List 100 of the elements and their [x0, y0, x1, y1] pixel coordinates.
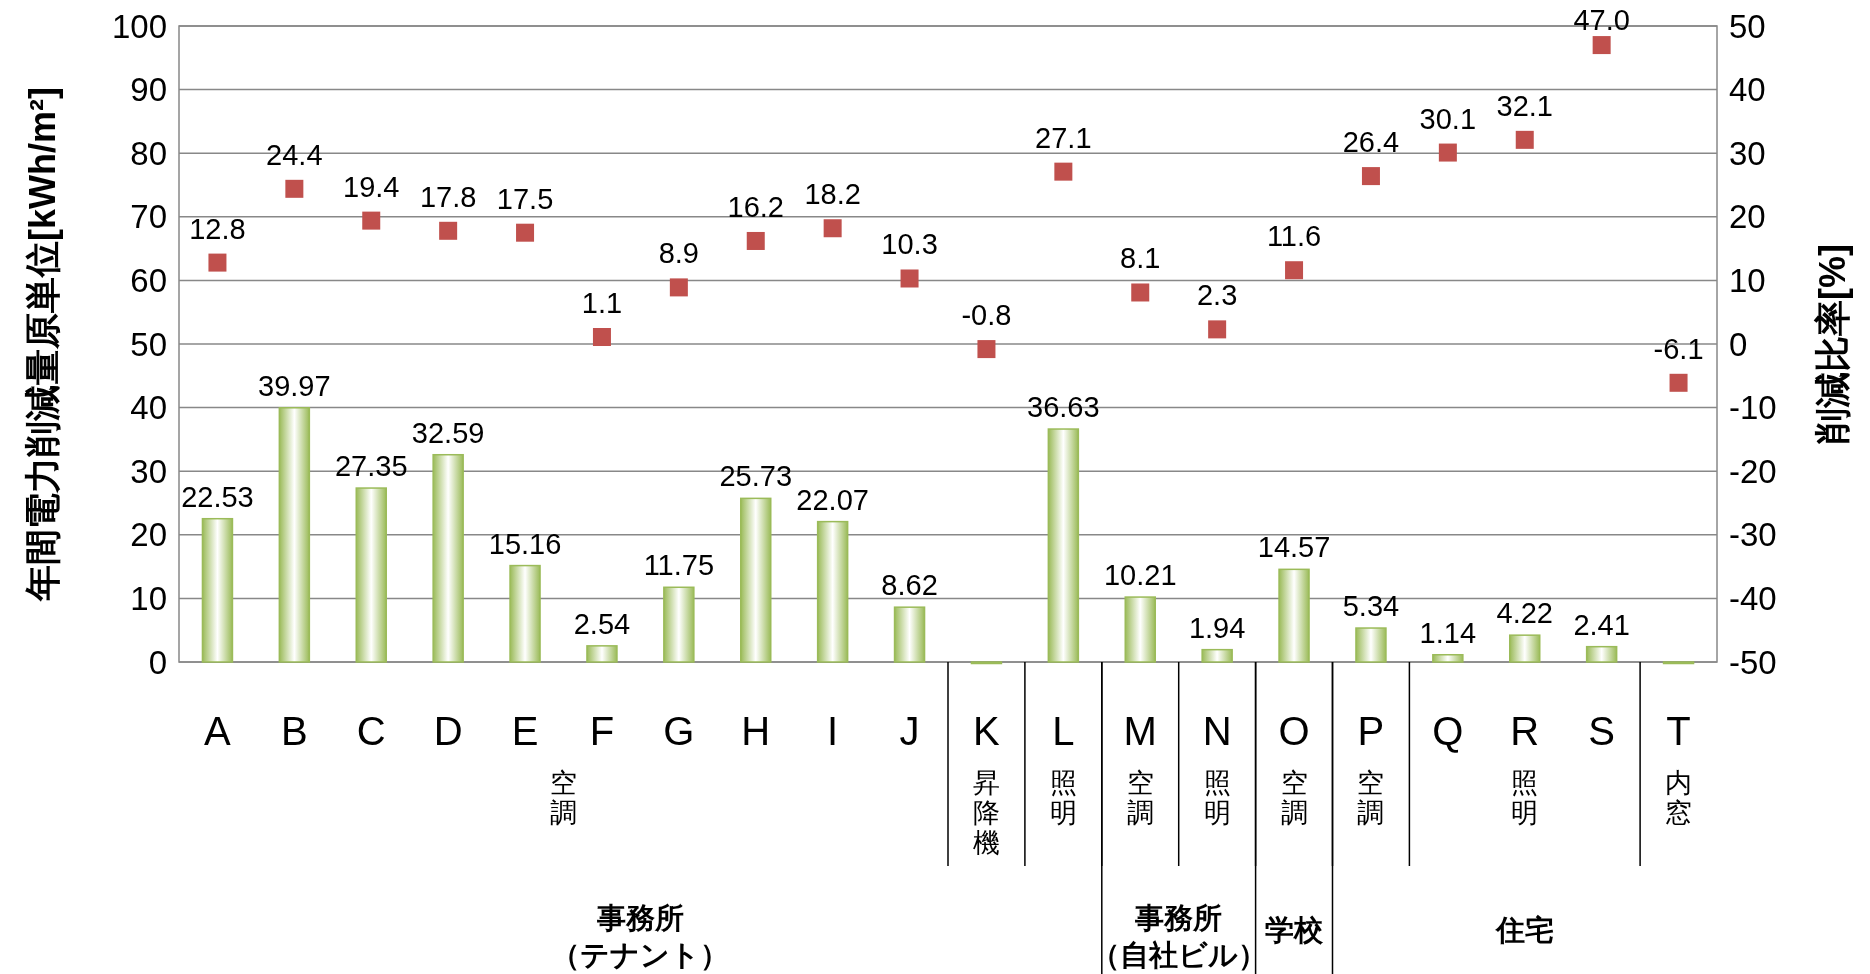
data-label: 1.1	[581, 287, 623, 319]
data-label: 27.35	[334, 450, 408, 483]
data-label: 5.34	[1342, 590, 1400, 623]
data-label: 15.16	[488, 527, 562, 560]
x-tick-label: C	[356, 709, 386, 753]
data-label: 22.07	[796, 483, 869, 516]
y2-axis-title: 削減比率[%]	[1811, 244, 1853, 445]
x-tick-label: A	[204, 709, 232, 753]
x-tick-label: H	[741, 709, 771, 753]
point	[592, 328, 611, 346]
point	[285, 179, 304, 198]
bar	[509, 564, 541, 663]
x-tick-label: M	[1123, 709, 1157, 753]
y2-tick-label: 10	[1729, 261, 1766, 299]
point	[746, 231, 765, 250]
data-label: 10.21	[1103, 559, 1177, 592]
data-label: 22.53	[181, 480, 254, 513]
x-tick-label: Q	[1432, 709, 1464, 753]
x-tick-label: F	[589, 709, 615, 753]
data-label: 25.73	[719, 460, 793, 493]
data-label: -0.8	[961, 299, 1012, 332]
y2-tick-label: 0	[1729, 325, 1748, 363]
bar	[1278, 568, 1310, 663]
bar	[278, 407, 311, 663]
x-tick-label: D	[433, 709, 463, 753]
x-tick-label: R	[1510, 709, 1540, 753]
data-label: 19.4	[343, 170, 400, 203]
bar	[355, 487, 387, 663]
data-label: 32.59	[411, 416, 485, 449]
point	[1054, 162, 1073, 181]
y-tick-label: 100	[111, 7, 167, 45]
x-tick-label: K	[973, 709, 1001, 753]
bar	[663, 586, 695, 663]
data-label: 4.22	[1496, 597, 1553, 630]
point	[208, 253, 227, 272]
point	[1285, 261, 1304, 280]
y-tick-label: 80	[130, 134, 167, 172]
data-label: 8.9	[658, 237, 700, 270]
data-label: 10.3	[881, 228, 938, 261]
point	[1361, 167, 1380, 186]
data-label: 2.3	[1196, 279, 1238, 312]
point	[1131, 283, 1150, 302]
y-tick-label: 40	[130, 389, 167, 427]
data-label: 2.54	[573, 607, 631, 640]
data-label: 39.97	[258, 369, 331, 402]
x-tick-label: P	[1357, 709, 1385, 753]
data-label: 1.14	[1419, 616, 1477, 649]
bar	[1432, 654, 1464, 663]
y2-tick-label: -40	[1729, 579, 1777, 617]
data-label: 12.8	[189, 212, 246, 245]
point	[823, 219, 842, 238]
x-tick-label: I	[827, 709, 839, 753]
x-tick-label: L	[1052, 709, 1075, 753]
data-label: 16.2	[727, 190, 784, 223]
bar	[1201, 648, 1233, 663]
data-label: 2.41	[1573, 608, 1630, 641]
y-tick-label: 30	[130, 452, 167, 490]
data-label: 11.6	[1266, 220, 1322, 253]
point	[439, 221, 458, 240]
y2-tick-label: 50	[1729, 7, 1766, 45]
y2-tick-label: -30	[1729, 516, 1777, 554]
y-axis-title: 年間電力削減量原単位[kWh/m²]	[21, 87, 63, 602]
point	[900, 269, 919, 288]
point	[1592, 36, 1611, 55]
x-tick-label: N	[1202, 709, 1232, 753]
point	[977, 340, 996, 359]
point	[516, 223, 535, 242]
bar	[1355, 627, 1387, 663]
y-tick-label: 70	[130, 198, 167, 236]
data-label: 8.1	[1120, 242, 1161, 275]
data-label: 36.63	[1027, 391, 1100, 424]
data-label: 17.8	[419, 180, 477, 213]
point	[1208, 320, 1227, 339]
data-label: 18.2	[804, 178, 861, 211]
x-tick-label: S	[1588, 709, 1615, 753]
x-tick-label: O	[1278, 709, 1310, 753]
data-label: 32.1	[1496, 89, 1553, 122]
x-tick-label: T	[1666, 709, 1691, 753]
point	[669, 278, 688, 297]
data-label: 24.4	[266, 138, 323, 171]
y2-tick-label: 20	[1729, 198, 1766, 236]
y-tick-label: 0	[148, 643, 167, 681]
x-tick-label: E	[511, 709, 539, 753]
point	[1669, 373, 1688, 392]
bar	[740, 497, 772, 663]
bar	[201, 517, 234, 663]
y2-tick-label: -10	[1729, 389, 1777, 427]
point	[1515, 130, 1534, 149]
bar	[1509, 634, 1541, 663]
bar	[1047, 428, 1080, 663]
data-label: 26.4	[1342, 126, 1400, 159]
x-tick-label: J	[899, 709, 920, 753]
x-tick-label: G	[663, 709, 695, 753]
point	[1438, 143, 1457, 162]
data-label: 8.62	[881, 569, 938, 602]
bar	[586, 645, 618, 663]
x-tick-label: B	[281, 709, 308, 753]
y2-tick-label: -50	[1729, 643, 1777, 681]
y2-tick-label: -20	[1729, 452, 1777, 490]
y2-tick-label: 30	[1729, 134, 1766, 172]
